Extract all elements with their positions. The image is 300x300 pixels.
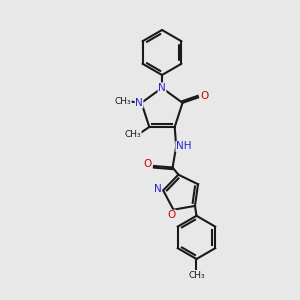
Text: NH: NH <box>176 142 191 152</box>
Text: O: O <box>168 210 176 220</box>
Text: N: N <box>158 83 166 93</box>
Text: CH₃: CH₃ <box>124 130 141 139</box>
Text: CH₃: CH₃ <box>115 97 131 106</box>
Text: O: O <box>201 91 209 101</box>
Text: N: N <box>154 184 162 194</box>
Text: O: O <box>143 160 152 170</box>
Text: CH₃: CH₃ <box>188 271 205 280</box>
Text: N: N <box>135 98 143 108</box>
